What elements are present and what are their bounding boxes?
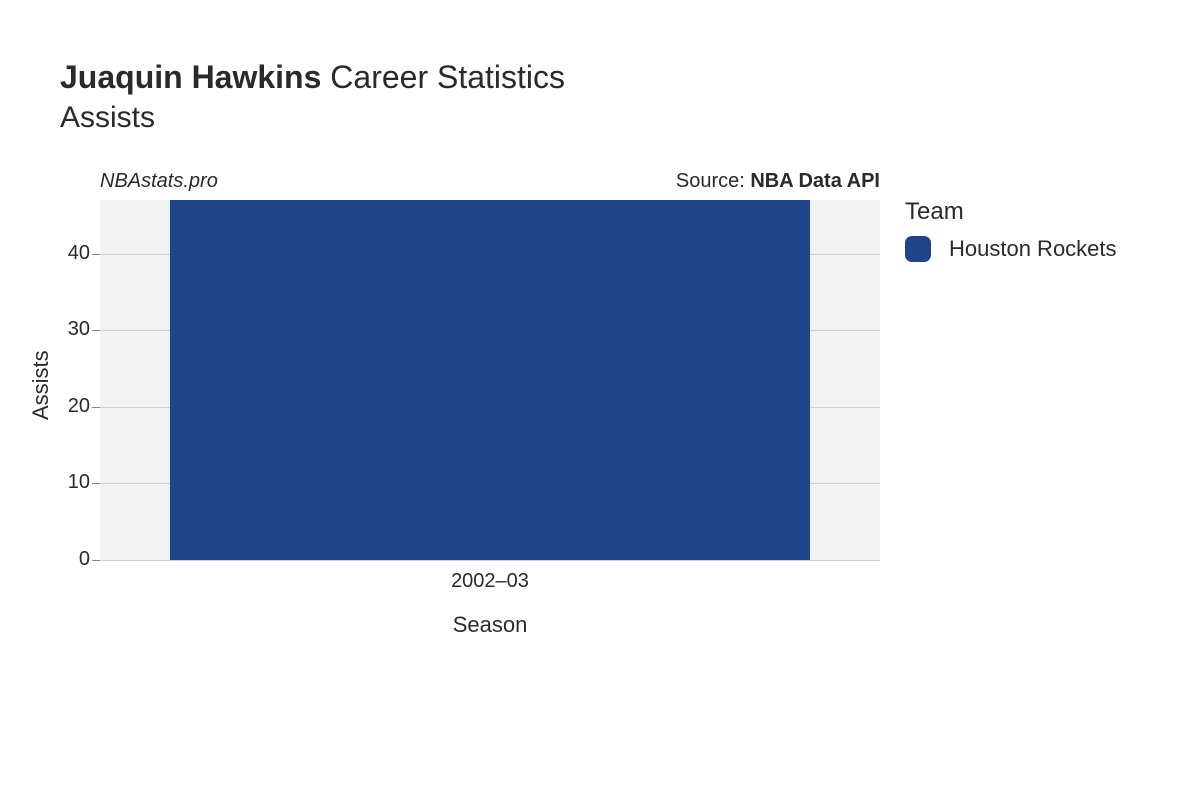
legend-items: Houston Rockets (905, 236, 1117, 262)
chart-title: Juaquin Hawkins Career Statistics (60, 60, 565, 95)
y-tick-mark (92, 254, 100, 255)
x-axis-label: Season (453, 612, 528, 638)
y-tick-mark (92, 330, 100, 331)
legend: Team Houston Rockets (905, 198, 1117, 262)
x-tick-label: 2002–03 (451, 570, 529, 593)
y-tick-label: 0 (40, 548, 90, 571)
title-suffix: Career Statistics (330, 59, 565, 95)
y-tick-mark (92, 407, 100, 408)
source-prefix: Source: (676, 170, 750, 192)
y-tick-label: 20 (40, 395, 90, 418)
source-name: NBA Data API (750, 170, 880, 192)
credits-row: NBAstats.pro Source: NBA Data API (100, 170, 880, 193)
title-block: Juaquin Hawkins Career Statistics Assist… (60, 60, 565, 135)
player-name: Juaquin Hawkins (60, 59, 321, 95)
y-tick-label: 30 (40, 318, 90, 341)
legend-item-label: Houston Rockets (949, 236, 1117, 262)
y-tick-mark (92, 483, 100, 484)
y-tick-label: 10 (40, 471, 90, 494)
legend-item: Houston Rockets (905, 236, 1117, 262)
y-tick-label: 40 (40, 242, 90, 265)
brand-label: NBAstats.pro (100, 170, 218, 193)
legend-swatch (905, 236, 931, 262)
source-label: Source: NBA Data API (676, 170, 880, 193)
y-tick-mark (92, 560, 100, 561)
chart-subtitle: Assists (60, 101, 565, 135)
bar (170, 200, 810, 560)
gridline (100, 560, 880, 561)
plot-area (100, 200, 880, 560)
chart-container: Juaquin Hawkins Career Statistics Assist… (0, 0, 1200, 800)
legend-title: Team (905, 198, 1117, 226)
